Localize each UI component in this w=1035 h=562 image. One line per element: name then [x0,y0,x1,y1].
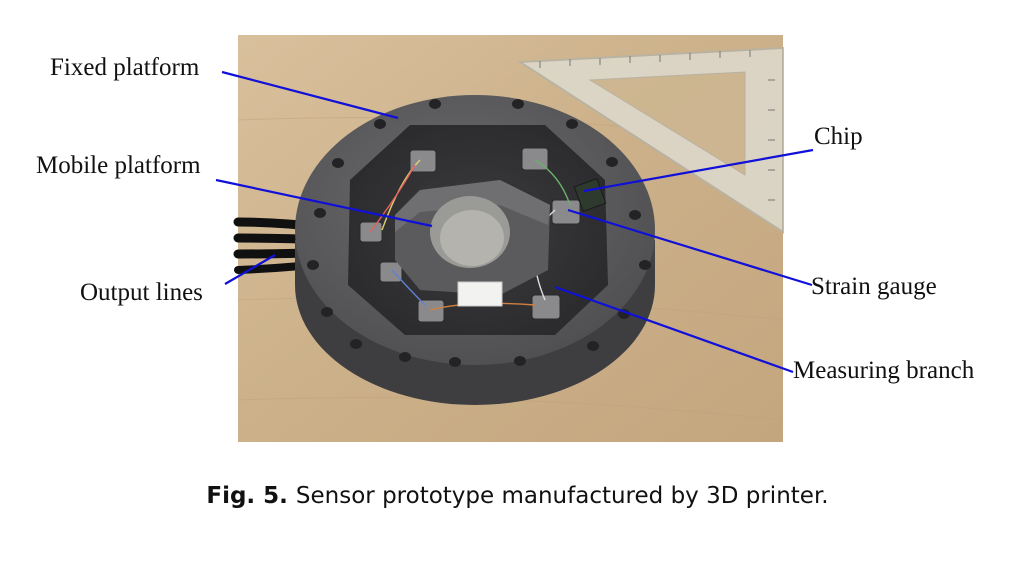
label-mobile-platform: Mobile platform [36,152,201,179]
chip-board [573,178,607,212]
sensor-figure: Fixed platform Mobile platform Output li… [36,35,975,442]
leader-strain-gauge [567,208,813,287]
label-strain-gauge: Strain gauge [811,273,937,300]
leader-output-lines [224,254,276,285]
leader-lines [215,70,814,374]
triangle-ruler [516,46,784,234]
leader-measuring-branch [554,285,794,374]
leader-mobile-platform [215,178,433,228]
label-measuring-branch: Measuring branch [793,357,975,384]
mobile-platform [395,180,550,307]
mounting-holes [307,99,651,367]
leader-fixed-platform [221,70,399,120]
figure-number: Fig. 5. [206,483,288,509]
label-chip: Chip [814,123,863,150]
figure-caption: Fig. 5. Sensor prototype manufactured by … [0,483,1035,509]
sensor-photo [215,35,814,442]
label-fixed-platform: Fixed platform [50,54,200,81]
label-output-lines: Output lines [80,279,203,306]
leader-chip [583,148,814,193]
caption-text: Sensor prototype manufactured by 3D prin… [295,483,829,509]
